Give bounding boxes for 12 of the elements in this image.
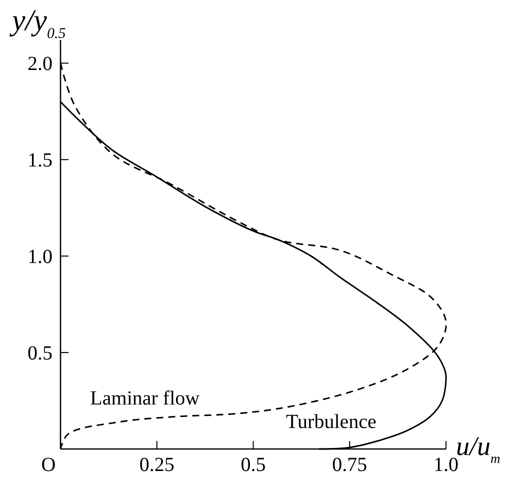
y-tick-label: 2.0	[28, 53, 52, 76]
y-tick-label: 1.5	[28, 150, 52, 172]
x-tick-label: 0.5	[240, 454, 266, 476]
y-tick-label: 1.0	[28, 246, 52, 268]
series-label: Turbulence	[286, 410, 376, 433]
x-tick-label: 0.25	[139, 454, 174, 476]
y-axis-title: y/y$_{0.5}$	[9, 4, 66, 42]
series-label: Laminar flow	[90, 388, 200, 410]
y-tick-label: 0.5	[28, 342, 52, 365]
x-tick-label: 1.0	[434, 454, 458, 476]
x-tick-label: O	[41, 454, 56, 476]
x-tick-label: 0.75	[332, 454, 368, 476]
